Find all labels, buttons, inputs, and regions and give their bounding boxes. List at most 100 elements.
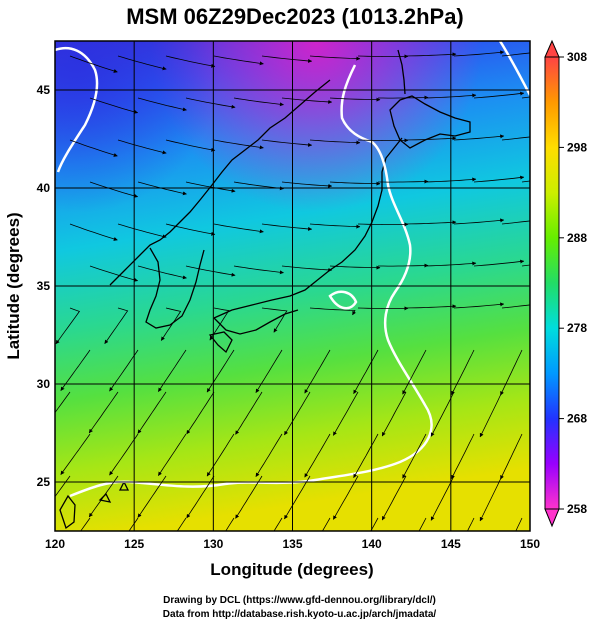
streamline — [418, 517, 427, 531]
streamline — [128, 517, 139, 531]
y-tick-label: 35 — [37, 279, 51, 293]
streamlines — [55, 50, 530, 531]
streamline — [176, 517, 187, 531]
streamline — [137, 391, 167, 434]
streamline — [69, 55, 118, 73]
streamline — [233, 265, 284, 275]
x-tick-label: 135 — [282, 537, 302, 551]
colorbar-tick-label: 278 — [567, 321, 587, 335]
streamline — [157, 433, 187, 476]
streamline — [88, 475, 119, 518]
streamline — [137, 265, 187, 280]
streamline — [309, 307, 356, 316]
streamline — [261, 55, 313, 63]
streamline — [378, 263, 429, 268]
streamline — [284, 475, 311, 520]
streamline — [357, 138, 409, 143]
streamline — [378, 95, 429, 100]
streamline — [233, 97, 284, 107]
streamline — [501, 136, 530, 141]
streamline — [89, 265, 139, 282]
streamline — [370, 517, 379, 531]
streamline — [261, 223, 313, 231]
streamline — [89, 181, 139, 198]
plot-title: MSM 06Z29Dec2023 (1013.2hPa) — [126, 4, 464, 29]
plot-frame — [54, 40, 531, 532]
streamline — [381, 475, 407, 521]
streamline — [405, 304, 457, 309]
colorbar-tick-label: 298 — [567, 140, 587, 154]
grid-lines — [55, 41, 530, 531]
streamline — [137, 475, 167, 518]
streamline — [281, 97, 333, 104]
contour-lines — [55, 41, 530, 498]
streamline — [453, 218, 505, 225]
streamline — [357, 306, 409, 311]
streamline — [405, 220, 457, 225]
streamline — [402, 349, 427, 395]
streamline — [165, 139, 216, 152]
streamline — [281, 181, 333, 188]
streamline — [261, 307, 288, 333]
streamline — [255, 433, 283, 477]
streamline — [55, 307, 81, 345]
streamline — [165, 223, 216, 236]
streamline — [451, 433, 475, 480]
streamline — [453, 302, 505, 309]
x-tick-label: 130 — [203, 537, 223, 551]
streamline — [235, 475, 263, 519]
streamline — [213, 55, 264, 66]
streamline — [309, 223, 361, 229]
streamline — [281, 265, 333, 272]
streamline — [453, 50, 505, 57]
streamline — [206, 433, 235, 477]
streamline — [206, 349, 235, 393]
streamline — [185, 97, 236, 109]
y-tick-label: 30 — [37, 377, 51, 391]
streamline — [117, 223, 167, 239]
colorbar: 258 268 278 288 298 308 — [544, 39, 587, 528]
streamline — [304, 349, 331, 394]
streamline — [501, 52, 530, 57]
y-tick-label: 45 — [37, 83, 51, 97]
streamline — [309, 55, 361, 61]
x-axis-label: Longitude (degrees) — [210, 560, 373, 579]
y-tick-label: 25 — [37, 475, 51, 489]
streamline — [381, 391, 407, 437]
x-tick-label: 145 — [441, 537, 461, 551]
streamline — [309, 139, 361, 145]
colorbar-body — [544, 56, 560, 510]
colorbar-tick-labels: 258 268 278 288 298 308 — [559, 50, 587, 516]
streamline — [284, 391, 311, 436]
colorbar-tick-label: 258 — [567, 502, 587, 516]
streamline — [405, 136, 457, 141]
credit-line-1: Drawing by DCL (https://www.gfd-dennou.o… — [163, 595, 436, 606]
streamline — [453, 134, 505, 141]
streamline — [165, 55, 216, 68]
streamline — [353, 349, 379, 395]
colorbar-tick-label: 288 — [567, 231, 587, 245]
streamline — [467, 517, 475, 531]
streamline — [235, 391, 263, 435]
y-tick-label: 40 — [37, 181, 51, 195]
streamline — [186, 475, 215, 519]
streamline — [137, 97, 187, 112]
streamline — [501, 220, 530, 225]
streamline — [500, 349, 523, 396]
x-tick-label: 125 — [124, 537, 144, 551]
streamline — [473, 259, 525, 267]
x-tick-labels: 120 125 130 135 140 145 150 — [45, 537, 540, 551]
streamline — [185, 265, 236, 277]
streamline — [117, 55, 167, 71]
y-tick-labels: 25 30 35 40 45 — [37, 83, 51, 489]
streamline — [357, 222, 409, 227]
streamline — [332, 475, 359, 520]
streamline — [500, 433, 523, 480]
streamline — [60, 433, 91, 475]
plot-area — [55, 41, 530, 531]
streamline — [501, 304, 530, 309]
streamline — [117, 139, 167, 155]
streamline — [357, 54, 409, 59]
streamline — [451, 349, 475, 396]
